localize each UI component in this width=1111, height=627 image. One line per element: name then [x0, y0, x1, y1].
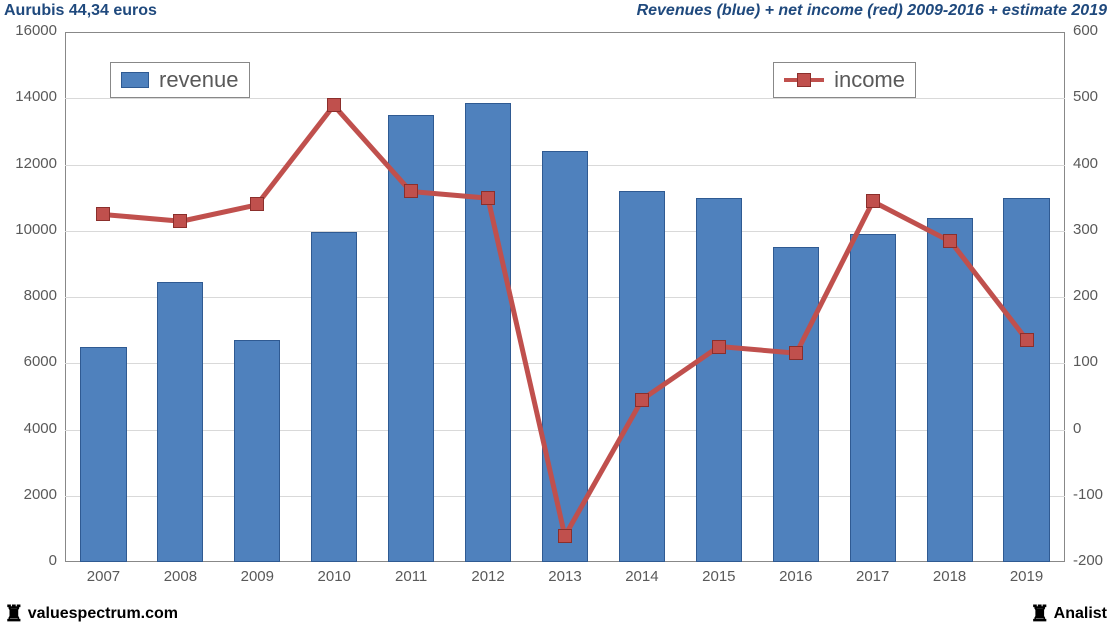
income-marker	[481, 191, 495, 205]
chart-container: Aurubis 44,34 euros Revenues (blue) + ne…	[0, 0, 1111, 627]
x-axis-tick: 2007	[65, 568, 142, 585]
revenue-bar	[157, 282, 203, 562]
revenue-bar	[465, 103, 511, 562]
footer-brand: ♜ Analist	[1030, 603, 1107, 625]
legend-swatch-line	[784, 73, 824, 87]
x-axis-tick: 2011	[373, 568, 450, 585]
x-axis-tick: 2019	[988, 568, 1065, 585]
y-axis-right-tick: -200	[1073, 552, 1103, 569]
chart-footer: ♜ valuespectrum.com ♜ Analist	[0, 602, 1111, 627]
y-axis-right-tick: 100	[1073, 353, 1098, 370]
y-axis-left-tick: 4000	[0, 420, 57, 437]
y-axis-right-tick: -100	[1073, 486, 1103, 503]
legend-swatch-bar	[121, 72, 149, 88]
x-axis-tick: 2010	[296, 568, 373, 585]
income-marker	[327, 98, 341, 112]
y-axis-left-tick: 12000	[0, 155, 57, 172]
header-title-right: Revenues (blue) + net income (red) 2009-…	[637, 2, 1107, 20]
revenue-bar	[696, 198, 742, 562]
x-axis-tick: 2017	[834, 568, 911, 585]
chart-header: Aurubis 44,34 euros Revenues (blue) + ne…	[0, 0, 1111, 22]
income-marker	[96, 207, 110, 221]
legend-label: revenue	[159, 67, 239, 93]
income-marker	[712, 340, 726, 354]
x-axis-tick: 2016	[757, 568, 834, 585]
y-axis-right-tick: 500	[1073, 88, 1098, 105]
income-marker	[943, 234, 957, 248]
y-axis-right-tick: 200	[1073, 287, 1098, 304]
x-axis-tick: 2013	[527, 568, 604, 585]
income-marker	[173, 214, 187, 228]
income-marker	[558, 529, 572, 543]
legend-income: income	[773, 62, 916, 98]
revenue-bar	[388, 115, 434, 562]
income-marker	[404, 184, 418, 198]
footer-source-text: valuespectrum.com	[28, 605, 178, 623]
header-title-left: Aurubis 44,34 euros	[4, 2, 157, 20]
legend-label: income	[834, 67, 905, 93]
rook-icon: ♜	[1030, 603, 1050, 625]
y-axis-right-tick: 400	[1073, 155, 1098, 172]
x-axis-tick: 2018	[911, 568, 988, 585]
y-axis-right-tick: 600	[1073, 22, 1098, 39]
income-marker	[866, 194, 880, 208]
y-axis-left-tick: 10000	[0, 221, 57, 238]
y-axis-left-tick: 8000	[0, 287, 57, 304]
x-axis-tick: 2008	[142, 568, 219, 585]
gridline	[65, 98, 1065, 99]
revenue-bar	[80, 347, 126, 562]
y-axis-left-tick: 14000	[0, 88, 57, 105]
y-axis-right-tick: 300	[1073, 221, 1098, 238]
income-marker	[1020, 333, 1034, 347]
x-axis-tick: 2009	[219, 568, 296, 585]
revenue-bar	[927, 218, 973, 563]
legend-revenue: revenue	[110, 62, 250, 98]
x-axis-tick: 2015	[680, 568, 757, 585]
income-marker	[789, 346, 803, 360]
y-axis-left-tick: 0	[0, 552, 57, 569]
income-marker	[250, 197, 264, 211]
rook-icon: ♜	[4, 603, 24, 625]
income-marker	[635, 393, 649, 407]
revenue-bar	[850, 234, 896, 562]
footer-brand-text: Analist	[1054, 605, 1107, 623]
revenue-bar	[234, 340, 280, 562]
revenue-bar	[619, 191, 665, 562]
x-axis-tick: 2014	[603, 568, 680, 585]
footer-source: ♜ valuespectrum.com	[4, 603, 178, 625]
revenue-bar	[1003, 198, 1049, 562]
revenue-bar	[773, 247, 819, 562]
y-axis-left-tick: 6000	[0, 353, 57, 370]
y-axis-left-tick: 2000	[0, 486, 57, 503]
x-axis-tick: 2012	[450, 568, 527, 585]
y-axis-right-tick: 0	[1073, 420, 1081, 437]
chart-area: 0200040006000800010000120001400016000-20…	[0, 22, 1111, 602]
revenue-bar	[311, 232, 357, 562]
y-axis-left-tick: 16000	[0, 22, 57, 39]
